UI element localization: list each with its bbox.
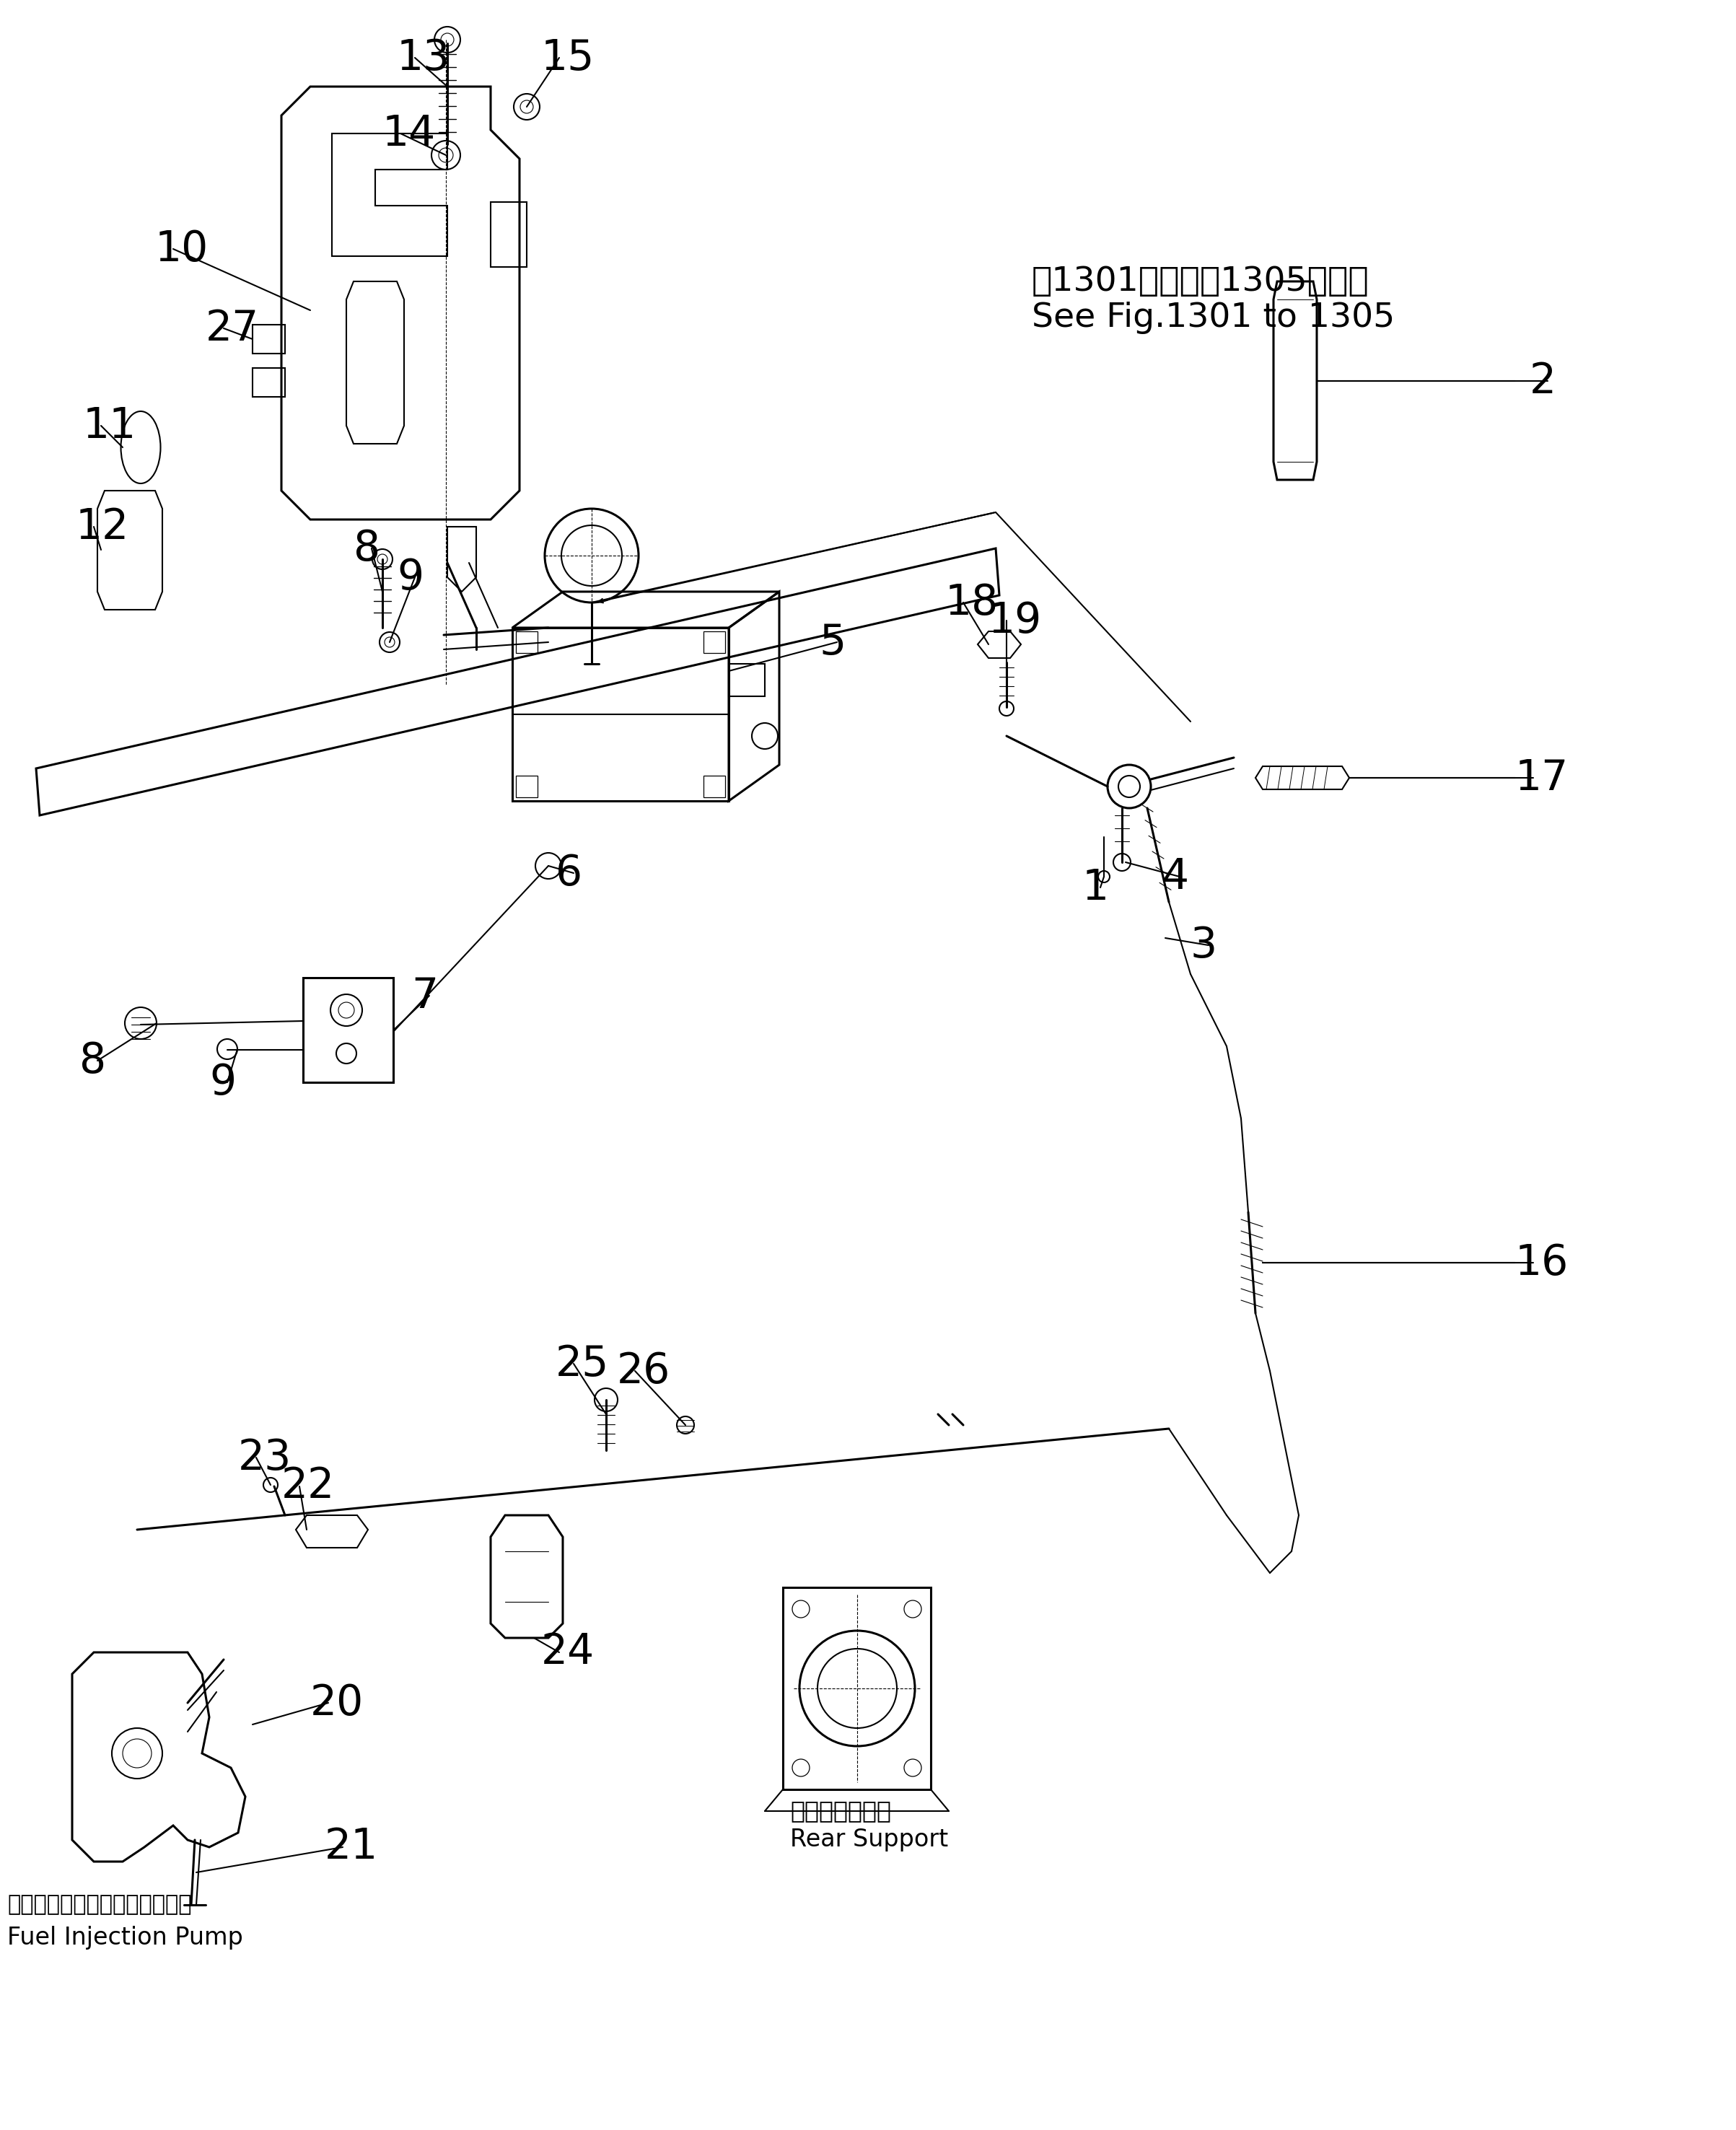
Text: 23: 23 — [238, 1438, 292, 1478]
Text: リヤーサポート: リヤーサポート — [790, 1800, 891, 1823]
Text: 25: 25 — [556, 1344, 609, 1384]
Text: 2: 2 — [1529, 360, 1557, 403]
Text: 6: 6 — [556, 852, 582, 895]
Text: 26: 26 — [616, 1350, 670, 1391]
Text: 9: 9 — [210, 1061, 236, 1103]
Text: Rear Support: Rear Support — [790, 1828, 948, 1851]
Text: 8: 8 — [354, 528, 380, 569]
Text: 3: 3 — [1191, 924, 1217, 965]
Text: フェルインジェクションポンプ: フェルインジェクションポンプ — [7, 1894, 191, 1915]
Text: 20: 20 — [311, 1683, 365, 1723]
Text: 1: 1 — [1082, 867, 1109, 907]
Text: 10: 10 — [155, 228, 208, 271]
Text: 9: 9 — [398, 556, 424, 599]
Text: 22: 22 — [281, 1465, 335, 1506]
Text: 15: 15 — [542, 36, 595, 79]
Text: 11: 11 — [83, 405, 137, 447]
Text: See Fig.1301 to 1305: See Fig.1301 to 1305 — [1031, 300, 1396, 334]
Text: 24: 24 — [542, 1632, 595, 1672]
Text: 12: 12 — [76, 507, 130, 547]
Text: 7: 7 — [411, 976, 437, 1016]
Text: 18: 18 — [944, 581, 998, 624]
Text: 27: 27 — [205, 307, 259, 349]
Text: 17: 17 — [1516, 758, 1569, 799]
Text: 14: 14 — [382, 113, 436, 153]
Text: 21: 21 — [325, 1828, 378, 1868]
Text: 4: 4 — [1161, 856, 1189, 897]
Text: 8: 8 — [80, 1039, 106, 1082]
Text: Fuel Injection Pump: Fuel Injection Pump — [7, 1926, 243, 1949]
Text: 16: 16 — [1516, 1242, 1569, 1282]
Text: 13: 13 — [398, 36, 450, 79]
Text: 第1301図から第1305図参照: 第1301図から第1305図参照 — [1031, 264, 1370, 298]
Text: 5: 5 — [819, 622, 845, 662]
Text: 19: 19 — [988, 601, 1042, 641]
